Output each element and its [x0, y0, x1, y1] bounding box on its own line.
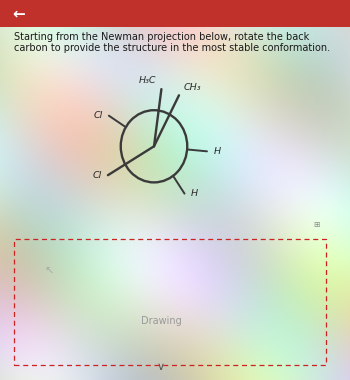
Text: H: H	[213, 147, 220, 156]
Text: Cl: Cl	[93, 171, 102, 180]
Text: Starting from the Newman projection below, rotate the back: Starting from the Newman projection belo…	[14, 32, 309, 42]
Text: ←: ←	[12, 6, 25, 21]
Bar	[0, 0, 350, 27]
Text: Drawing: Drawing	[141, 316, 181, 326]
Text: ⊞: ⊞	[314, 220, 320, 229]
Text: H: H	[191, 189, 198, 198]
Text: carbon to provide the structure in the most stable conformation.: carbon to provide the structure in the m…	[14, 43, 330, 53]
Text: ∨: ∨	[157, 362, 165, 372]
Text: H₃C: H₃C	[139, 76, 156, 84]
Text: CH₃: CH₃	[183, 82, 201, 92]
Text: ↖: ↖	[44, 267, 54, 277]
Text: Cl: Cl	[93, 111, 103, 120]
